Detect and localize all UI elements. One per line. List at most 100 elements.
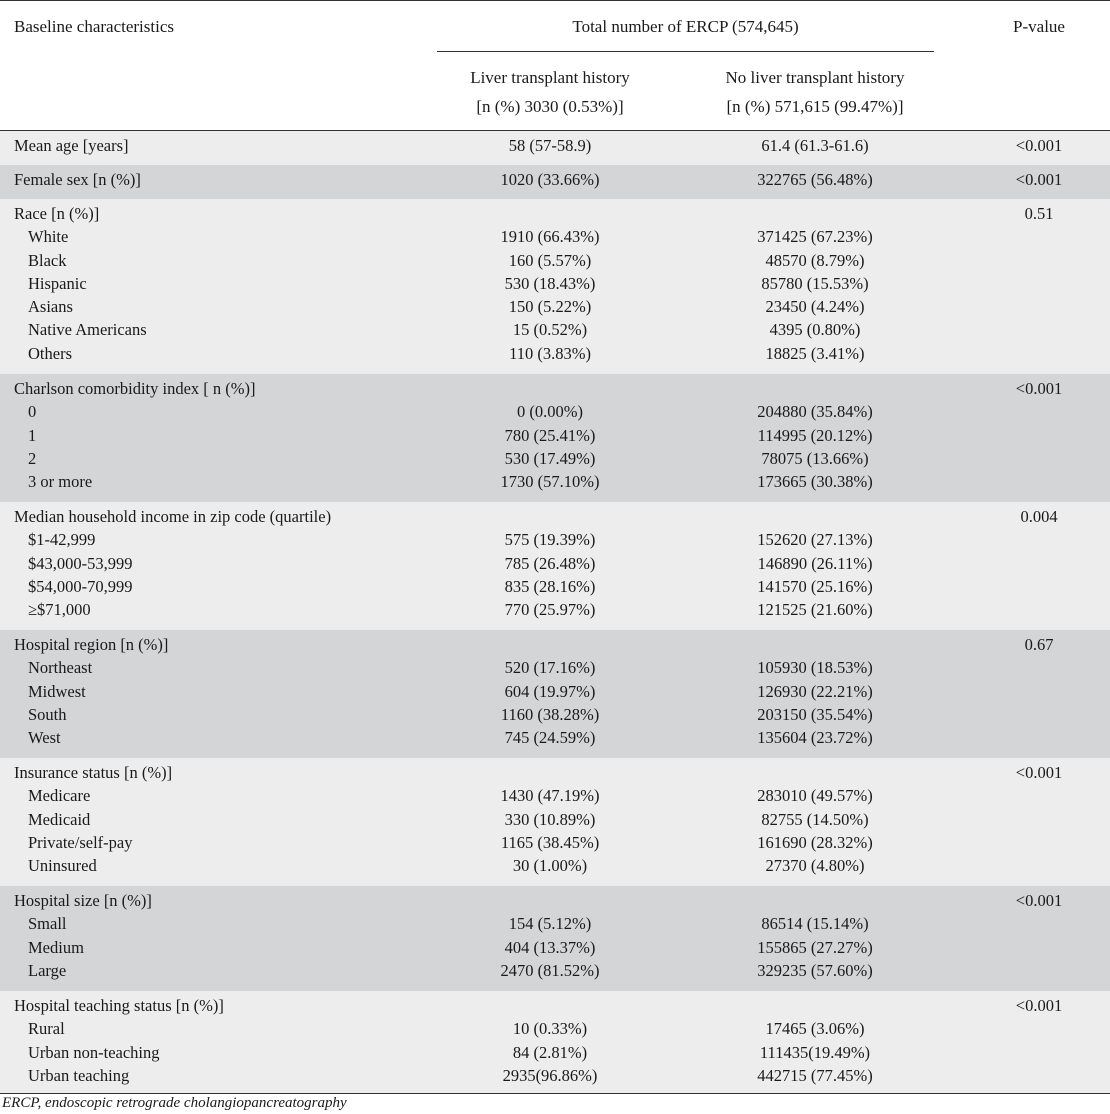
table-group: Hospital size [n (%)] <0.001 Small 154 (5.1… [0, 886, 1110, 991]
cell-pvalue: <0.001 [1015, 136, 1063, 155]
row-label: Mean age [years] [14, 136, 129, 155]
cell-no-liver-transplant: 322765 (56.48%) [757, 170, 873, 189]
table-row: Race [n (%)] 0.51 [0, 202, 1110, 225]
table-row: Uninsured 30 (1.00%) 27370 (4.80%) [0, 854, 1110, 877]
table-group: Charlson comorbidity index [ n (%)] <0.00… [0, 374, 1110, 502]
header-lt-line1: Liver transplant history [470, 68, 630, 87]
row-label: 2 [28, 448, 37, 468]
cell-pvalue: 0.004 [1020, 507, 1058, 526]
cell-pvalue: <0.001 [1015, 379, 1063, 398]
table-row: Small 154 (5.12%) 86514 (15.14%) [0, 912, 1110, 935]
cell-pvalue: <0.001 [1015, 996, 1063, 1015]
row-label: Hispanic [28, 273, 87, 293]
row-label: $54,000-70,999 [28, 576, 133, 596]
cell-liver-transplant: 1165 (38.45%) [500, 832, 600, 852]
cell-liver-transplant: 575 (19.39%) [504, 530, 596, 550]
cell-liver-transplant: 0 (0.00%) [517, 402, 583, 422]
row-label: Uninsured [28, 856, 97, 876]
table-row: 2 530 (17.49%) 78075 (13.66%) [0, 447, 1110, 470]
cell-no-liver-transplant: 4395 (0.80%) [769, 320, 861, 340]
table-row: $1-42,999 575 (19.39%) 152620 (27.13%) [0, 528, 1110, 551]
row-label: Native Americans [28, 320, 147, 340]
cell-liver-transplant: 780 (25.41%) [504, 425, 596, 445]
header-divider [437, 51, 934, 52]
table-row: 0 0 (0.00%) 204880 (35.84%) [0, 400, 1110, 423]
cell-liver-transplant: 2935(96.86%) [502, 1065, 598, 1085]
cell-liver-transplant: 154 (5.12%) [508, 914, 592, 934]
table-row: Others 110 (3.83%) 18825 (3.41%) [0, 342, 1110, 365]
table-group: Median household income in zip code (qua… [0, 502, 1110, 630]
row-label: Medium [28, 937, 84, 957]
table-group: Hospital teaching status [n (%)] <0.001 Ru… [0, 991, 1110, 1093]
table-row: Medium 404 (13.37%) 155865 (27.27%) [0, 936, 1110, 959]
row-label: Rural [28, 1019, 65, 1039]
cell-no-liver-transplant: 203150 (35.54%) [757, 704, 873, 724]
cell-no-liver-transplant: 61.4 (61.3-61.6) [761, 136, 869, 155]
table-row: 1 780 (25.41%) 114995 (20.12%) [0, 424, 1110, 447]
row-label: Hospital teaching status [n (%)] [14, 996, 224, 1015]
row-label: Median household income in zip code (qua… [14, 507, 332, 526]
header-characteristics: Baseline characteristics [14, 17, 175, 36]
table-row: Native Americans 15 (0.52%) 4395 (0.80%) [0, 318, 1110, 341]
cell-liver-transplant: 110 (3.83%) [509, 343, 591, 363]
cell-liver-transplant: 58 (57-58.9) [508, 136, 592, 155]
cell-liver-transplant: 1020 (33.66%) [500, 170, 600, 189]
table-row: Insurance status [n (%)] <0.001 [0, 761, 1110, 784]
cell-liver-transplant: 2470 (81.52%) [500, 960, 600, 980]
cell-liver-transplant: 1430 (47.19%) [500, 786, 600, 806]
cell-liver-transplant: 150 (5.22%) [508, 297, 592, 317]
table-row: Hospital teaching status [n (%)] <0.001 [0, 994, 1110, 1017]
cell-no-liver-transplant: 121525 (21.60%) [757, 600, 873, 620]
cell-liver-transplant: 330 (10.89%) [504, 809, 596, 829]
cell-no-liver-transplant: 152620 (27.13%) [757, 530, 873, 550]
cell-liver-transplant: 15 (0.52%) [512, 320, 588, 340]
cell-no-liver-transplant: 86514 (15.14%) [761, 914, 869, 934]
table-row: Black 160 (5.57%) 48570 (8.79%) [0, 249, 1110, 272]
cell-no-liver-transplant: 85780 (15.53%) [761, 273, 869, 293]
row-label: $1-42,999 [28, 530, 96, 550]
cell-liver-transplant: 530 (17.49%) [504, 448, 596, 468]
row-label: Private/self-pay [28, 832, 133, 852]
row-label: Female sex [n (%)] [14, 170, 141, 189]
cell-liver-transplant: 604 (19.97%) [504, 681, 596, 701]
row-label: Midwest [28, 681, 86, 701]
header-lt-line2: [n (%) 3030 (0.53%)] [476, 97, 624, 116]
cell-liver-transplant: 520 (17.16%) [504, 658, 596, 678]
table-row: South 1160 (38.28%) 203150 (35.54%) [0, 703, 1110, 726]
table-row: Hispanic 530 (18.43%) 85780 (15.53%) [0, 272, 1110, 295]
cell-pvalue: 0.67 [1024, 635, 1054, 654]
table-row: Mean age [years] 58 (57-58.9) 61.4 (61.3-6… [0, 134, 1110, 157]
table-row: 3 or more 1730 (57.10%) 173665 (30.38%) [0, 470, 1110, 493]
table-row: $54,000-70,999 835 (28.16%) 141570 (25.16%… [0, 575, 1110, 598]
table-row: Hospital region [n (%)] 0.67 [0, 633, 1110, 656]
table-bottom-rule [0, 1093, 1110, 1094]
row-label: Charlson comorbidity index [ n (%)] [14, 379, 256, 398]
row-label: 1 [28, 425, 37, 445]
cell-liver-transplant: 770 (25.97%) [504, 600, 596, 620]
cell-no-liver-transplant: 173665 (30.38%) [757, 472, 873, 492]
cell-no-liver-transplant: 114995 (20.12%) [757, 425, 873, 445]
cell-liver-transplant: 30 (1.00%) [512, 856, 588, 876]
cell-no-liver-transplant: 329235 (57.60%) [757, 960, 873, 980]
cell-no-liver-transplant: 283010 (49.57%) [757, 786, 873, 806]
row-label: Medicare [28, 786, 91, 806]
row-label: Hospital region [n (%)] [14, 635, 169, 654]
table-group: Female sex [n (%)] 1020 (33.66%) 322765 (5… [0, 165, 1110, 199]
cell-liver-transplant: 1910 (66.43%) [500, 227, 600, 247]
row-label: $43,000-53,999 [28, 553, 133, 573]
cell-no-liver-transplant: 155865 (27.27%) [757, 937, 873, 957]
cell-liver-transplant: 835 (28.16%) [504, 576, 596, 596]
cell-no-liver-transplant: 78075 (13.66%) [761, 448, 869, 468]
cell-no-liver-transplant: 204880 (35.84%) [757, 402, 873, 422]
cell-no-liver-transplant: 105930 (18.53%) [757, 658, 873, 678]
cell-no-liver-transplant: 371425 (67.23%) [757, 227, 873, 247]
cell-no-liver-transplant: 442715 (77.45%) [757, 1065, 873, 1085]
row-label: 0 [28, 402, 37, 422]
table-row: Urban non-teaching 84 (2.81%) 111435(19.49… [0, 1041, 1110, 1064]
cell-liver-transplant: 404 (13.37%) [504, 937, 596, 957]
header-total: Total number of ERCP (574,645) [572, 17, 799, 36]
cell-no-liver-transplant: 48570 (8.79%) [765, 250, 865, 270]
cell-liver-transplant: 10 (0.33%) [512, 1019, 588, 1039]
table-row: Charlson comorbidity index [ n (%)] <0.00… [0, 377, 1110, 400]
